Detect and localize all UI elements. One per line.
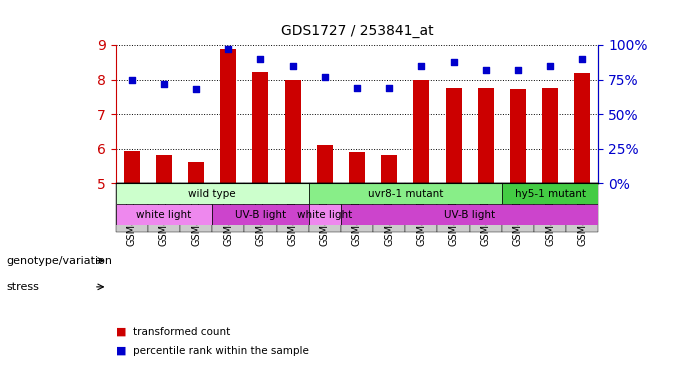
Text: white light: white light [297, 210, 352, 220]
Text: wild type: wild type [188, 189, 236, 199]
Bar [477, 88, 494, 183]
Bar [180, 183, 212, 232]
Point [513, 67, 524, 73]
Text: percentile rank within the sample: percentile rank within the sample [133, 346, 309, 355]
Point [320, 74, 330, 80]
Bar [220, 49, 237, 183]
Text: transformed count: transformed count [133, 327, 230, 337]
Text: ■: ■ [116, 346, 126, 355]
Bar [309, 183, 341, 232]
Point [223, 46, 234, 52]
Bar [116, 204, 212, 225]
Bar [212, 183, 244, 232]
Text: white light: white light [136, 210, 192, 220]
Bar [116, 183, 309, 204]
Bar [188, 162, 204, 183]
Point [416, 63, 427, 69]
Bar [437, 183, 470, 232]
Bar [405, 183, 437, 232]
Bar [309, 183, 502, 204]
Bar [124, 151, 139, 183]
Bar [445, 88, 462, 183]
Text: stress: stress [7, 282, 39, 292]
Text: uvr8-1 mutant: uvr8-1 mutant [368, 189, 443, 199]
Bar [510, 89, 526, 183]
Text: UV-B light: UV-B light [235, 210, 286, 220]
Bar [502, 183, 598, 204]
Bar [341, 183, 373, 232]
Bar [534, 183, 566, 232]
Bar [566, 183, 598, 232]
Bar [317, 145, 333, 183]
Point [255, 56, 266, 62]
Bar [284, 80, 301, 183]
Bar [148, 183, 180, 232]
Text: GDS1727 / 253841_at: GDS1727 / 253841_at [281, 24, 433, 38]
Bar [373, 183, 405, 232]
Bar [116, 183, 148, 232]
Bar [413, 80, 429, 183]
Text: hy5-1 mutant: hy5-1 mutant [515, 189, 585, 199]
Point [480, 67, 491, 73]
Bar [470, 183, 502, 232]
Bar [381, 155, 397, 183]
Point [352, 85, 362, 91]
Bar [341, 204, 598, 225]
Bar [156, 155, 172, 183]
Text: genotype/variation: genotype/variation [7, 256, 113, 266]
Point [287, 63, 298, 69]
Bar [502, 183, 534, 232]
Bar [349, 152, 365, 183]
Bar [542, 88, 558, 183]
Text: UV-B light: UV-B light [444, 210, 495, 220]
Point [384, 85, 394, 91]
Point [577, 56, 588, 62]
Point [545, 63, 556, 69]
Bar [212, 204, 309, 225]
Point [448, 58, 459, 64]
Point [126, 76, 137, 82]
Text: ■: ■ [116, 327, 126, 337]
Bar [244, 183, 277, 232]
Bar [309, 204, 341, 225]
Bar [252, 72, 269, 183]
Point [190, 86, 201, 92]
Point [158, 81, 169, 87]
Bar [277, 183, 309, 232]
Bar [574, 73, 590, 183]
